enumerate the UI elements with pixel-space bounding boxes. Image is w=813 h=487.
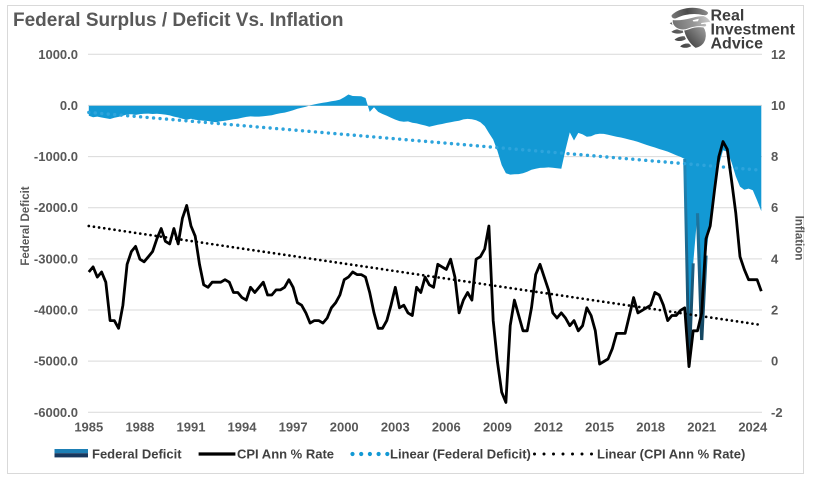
- svg-text:2024: 2024: [738, 420, 768, 435]
- svg-text:8: 8: [771, 149, 778, 164]
- svg-text:1985: 1985: [74, 420, 103, 435]
- svg-text:Investment: Investment: [711, 22, 796, 39]
- svg-text:-1000.0: -1000.0: [34, 149, 78, 164]
- svg-text:Federal Deficit: Federal Deficit: [20, 186, 32, 265]
- svg-text:12: 12: [771, 47, 785, 62]
- svg-text:1988: 1988: [125, 420, 154, 435]
- svg-text:1997: 1997: [279, 420, 308, 435]
- svg-text:-3000.0: -3000.0: [34, 251, 78, 266]
- svg-text:-5000.0: -5000.0: [34, 354, 78, 369]
- svg-text:2006: 2006: [432, 420, 461, 435]
- svg-text:0.0: 0.0: [60, 98, 78, 113]
- svg-text:2021: 2021: [687, 420, 716, 435]
- svg-text:10: 10: [771, 98, 785, 113]
- svg-text:Inflation: Inflation: [793, 216, 805, 261]
- svg-text:2015: 2015: [585, 420, 614, 435]
- svg-text:-6000.0: -6000.0: [34, 405, 78, 420]
- svg-text:CPI Ann % Rate: CPI Ann % Rate: [237, 447, 334, 462]
- svg-text:1994: 1994: [228, 420, 258, 435]
- svg-text:2012: 2012: [534, 420, 563, 435]
- svg-text:2009: 2009: [483, 420, 512, 435]
- svg-text:2000: 2000: [330, 420, 359, 435]
- svg-text:6: 6: [771, 200, 778, 215]
- svg-text:Advice: Advice: [711, 36, 764, 53]
- svg-text:2018: 2018: [636, 420, 665, 435]
- svg-text:1991: 1991: [177, 420, 206, 435]
- svg-text:4: 4: [771, 251, 779, 266]
- svg-text:Real: Real: [711, 8, 745, 25]
- svg-text:Federal Deficit: Federal Deficit: [92, 447, 182, 462]
- svg-text:2003: 2003: [381, 420, 410, 435]
- svg-text:Linear (Federal Deficit): Linear (Federal Deficit): [390, 447, 531, 462]
- svg-text:1000.0: 1000.0: [38, 47, 78, 62]
- svg-text:-4000.0: -4000.0: [34, 303, 78, 318]
- svg-text:-2000.0: -2000.0: [34, 200, 78, 215]
- svg-text:2: 2: [771, 303, 778, 318]
- svg-text:0: 0: [771, 354, 778, 369]
- svg-text:Linear (CPI Ann % Rate): Linear (CPI Ann % Rate): [597, 447, 745, 462]
- svg-text:Federal Surplus / Deficit Vs.: Federal Surplus / Deficit Vs. Inflation: [13, 10, 343, 31]
- svg-text:-2: -2: [771, 405, 783, 420]
